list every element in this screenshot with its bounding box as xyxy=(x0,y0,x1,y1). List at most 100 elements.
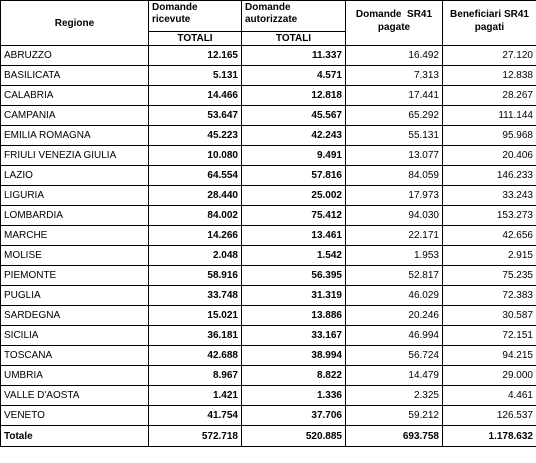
paid-cell: 46.029 xyxy=(345,285,443,306)
table-row: FRIULI VENEZIA GIULIA 10.080 9.491 13.077 20… xyxy=(0,145,536,166)
table-row: LAZIO 64.554 57.816 84.059 146.233 xyxy=(0,165,536,186)
header-beneficiaries: Beneficiari SR41 pagati xyxy=(442,0,536,46)
header-authorized: Domande autorizzate xyxy=(241,0,346,32)
beneficiaries-cell: 4.461 xyxy=(442,385,536,406)
received-cell: 42.688 xyxy=(148,345,242,366)
received-cell: 53.647 xyxy=(148,105,242,126)
authorized-cell: 31.319 xyxy=(241,285,346,306)
beneficiaries-cell: 33.243 xyxy=(442,185,536,206)
authorized-cell: 8.822 xyxy=(241,365,346,386)
paid-cell: 2.325 xyxy=(345,385,443,406)
table-row: PIEMONTE 58.916 56.395 52.817 75.235 xyxy=(0,265,536,286)
header-beneficiaries-line2: pagati xyxy=(474,22,505,33)
table-row: VENETO 41.754 37.706 59.212 126.537 xyxy=(0,405,536,426)
received-cell: 10.080 xyxy=(148,145,242,166)
header-authorized-line1: Domande xyxy=(245,2,291,13)
total-beneficiaries: 1.178.632 xyxy=(442,425,536,447)
region-cell: SARDEGNA xyxy=(0,305,149,326)
table-row: MARCHE 14.266 13.461 22.171 42.656 xyxy=(0,225,536,246)
paid-cell: 13.077 xyxy=(345,145,443,166)
paid-cell: 14.479 xyxy=(345,365,443,386)
paid-cell: 59.212 xyxy=(345,405,443,426)
received-cell: 12.165 xyxy=(148,45,242,66)
beneficiaries-cell: 75.235 xyxy=(442,265,536,286)
table-row: PUGLIA 33.748 31.319 46.029 72.383 xyxy=(0,285,536,306)
table-row: CALABRIA 14.466 12.818 17.441 28.267 xyxy=(0,85,536,106)
region-cell: BASILICATA xyxy=(0,65,149,86)
header-paid-line1: Domande SR41 xyxy=(355,9,433,20)
authorized-cell: 42.243 xyxy=(241,125,346,146)
table-body: ABRUZZO 12.165 11.337 16.492 27.120 BASILICAT… xyxy=(0,45,536,426)
region-cell: SICILIA xyxy=(0,325,149,346)
table-row: SICILIA 36.181 33.167 46.994 72.151 xyxy=(0,325,536,346)
header-received-line1: Domande xyxy=(152,2,198,13)
region-cell: UMBRIA xyxy=(0,365,149,386)
header-received-line2: ricevute xyxy=(152,14,191,25)
header-paid: Domande SR41 pagate xyxy=(345,0,443,46)
header-authorized-sub: TOTALI xyxy=(241,31,346,46)
received-cell: 2.048 xyxy=(148,245,242,266)
table-row: BASILICATA 5.131 4.571 7.313 12.838 xyxy=(0,65,536,86)
paid-cell: 1.953 xyxy=(345,245,443,266)
received-cell: 1.421 xyxy=(148,385,242,406)
paid-cell: 46.994 xyxy=(345,325,443,346)
authorized-cell: 56.395 xyxy=(241,265,346,286)
region-cell: CAMPANIA xyxy=(0,105,149,126)
received-cell: 33.748 xyxy=(148,285,242,306)
authorized-cell: 1.542 xyxy=(241,245,346,266)
total-row: Totale 572.718 520.885 693.758 1.178.632 xyxy=(0,425,536,447)
authorized-cell: 38.994 xyxy=(241,345,346,366)
region-cell: EMILIA ROMAGNA xyxy=(0,125,149,146)
region-cell: LAZIO xyxy=(0,165,149,186)
header-received-sub: TOTALI xyxy=(148,31,242,46)
beneficiaries-cell: 42.656 xyxy=(442,225,536,246)
paid-cell: 55.131 xyxy=(345,125,443,146)
received-cell: 84.002 xyxy=(148,205,242,226)
beneficiaries-cell: 2.915 xyxy=(442,245,536,266)
authorized-cell: 11.337 xyxy=(241,45,346,66)
paid-cell: 7.313 xyxy=(345,65,443,86)
authorized-cell: 1.336 xyxy=(241,385,346,406)
table-row: LOMBARDIA 84.002 75.412 94.030 153.273 xyxy=(0,205,536,226)
paid-cell: 16.492 xyxy=(345,45,443,66)
region-cell: VALLE D'AOSTA xyxy=(0,385,149,406)
authorized-cell: 57.816 xyxy=(241,165,346,186)
region-cell: LIGURIA xyxy=(0,185,149,206)
paid-cell: 65.292 xyxy=(345,105,443,126)
table-row: CAMPANIA 53.647 45.567 65.292 111.144 xyxy=(0,105,536,126)
beneficiaries-cell: 30.587 xyxy=(442,305,536,326)
authorized-cell: 45.567 xyxy=(241,105,346,126)
table-row: TOSCANA 42.688 38.994 56.724 94.215 xyxy=(0,345,536,366)
authorized-cell: 9.491 xyxy=(241,145,346,166)
table-row: VALLE D'AOSTA 1.421 1.336 2.325 4.461 xyxy=(0,385,536,406)
region-cell: FRIULI VENEZIA GIULIA xyxy=(0,145,149,166)
paid-cell: 22.171 xyxy=(345,225,443,246)
beneficiaries-cell: 146.233 xyxy=(442,165,536,186)
received-cell: 58.916 xyxy=(148,265,242,286)
authorized-cell: 33.167 xyxy=(241,325,346,346)
received-cell: 36.181 xyxy=(148,325,242,346)
paid-cell: 56.724 xyxy=(345,345,443,366)
region-cell: ABRUZZO xyxy=(0,45,149,66)
total-label: Totale xyxy=(0,425,149,447)
table-row: SARDEGNA 15.021 13.886 20.246 30.587 xyxy=(0,305,536,326)
region-cell: TOSCANA xyxy=(0,345,149,366)
region-cell: CALABRIA xyxy=(0,85,149,106)
table-row: MOLISE 2.048 1.542 1.953 2.915 xyxy=(0,245,536,266)
beneficiaries-cell: 12.838 xyxy=(442,65,536,86)
received-cell: 64.554 xyxy=(148,165,242,186)
received-cell: 28.440 xyxy=(148,185,242,206)
beneficiaries-cell: 20.406 xyxy=(442,145,536,166)
paid-cell: 20.246 xyxy=(345,305,443,326)
beneficiaries-cell: 126.537 xyxy=(442,405,536,426)
region-cell: MARCHE xyxy=(0,225,149,246)
total-authorized: 520.885 xyxy=(241,425,346,447)
total-paid: 693.758 xyxy=(345,425,443,447)
region-cell: VENETO xyxy=(0,405,149,426)
total-received: 572.718 xyxy=(148,425,242,447)
table-row: LIGURIA 28.440 25.002 17.973 33.243 xyxy=(0,185,536,206)
received-cell: 15.021 xyxy=(148,305,242,326)
authorized-cell: 13.461 xyxy=(241,225,346,246)
table-row: EMILIA ROMAGNA 45.223 42.243 55.131 95.968 xyxy=(0,125,536,146)
paid-cell: 17.441 xyxy=(345,85,443,106)
